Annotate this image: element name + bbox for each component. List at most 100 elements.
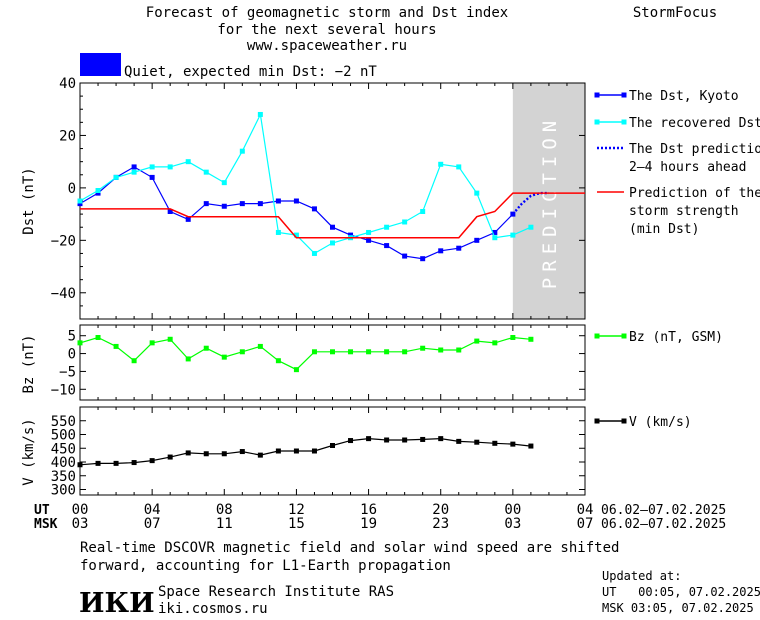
title-line-1: Forecast of geomagnetic storm and Dst in… (146, 5, 508, 21)
ut-tick-label: 16 (360, 502, 377, 518)
v-data-point (528, 443, 534, 449)
dst-data-point (185, 159, 191, 165)
v-data-point (95, 460, 101, 466)
dst-data-point (492, 229, 498, 235)
ut-axis-label: UT (34, 503, 50, 518)
dst-data-point (293, 232, 299, 238)
bz-data-point (402, 349, 408, 355)
updated-msk: MSK 03:05, 07.02.2025 (602, 601, 754, 615)
legend-marker (594, 333, 600, 339)
bz-data-point (167, 336, 173, 342)
v-ytick-label: 500 (51, 428, 76, 444)
dst-data-point (203, 169, 209, 175)
dst-data-point (221, 180, 227, 186)
dst-data-point (366, 229, 372, 235)
dst-plot-frame (79, 82, 586, 320)
v-ytick-label: 550 (51, 414, 76, 430)
v-data-point (167, 454, 173, 460)
ut-tick-label: 04 (144, 502, 161, 518)
dst-data-point (131, 169, 137, 175)
legend-entry: The Dst prediction 2–4 hours ahead (597, 142, 760, 175)
v-data-point (492, 440, 498, 446)
bz-data-point (366, 349, 372, 355)
institute-site: iki.cosmos.ru (158, 601, 268, 617)
dst-data-point (402, 253, 408, 259)
msk-tick-label: 07 (577, 516, 594, 532)
bz-data-point (257, 343, 263, 349)
bz-data-point (77, 340, 83, 346)
bz-series-line (79, 336, 531, 371)
dst-data-point (474, 190, 480, 196)
dst-data-point (366, 237, 372, 243)
dst-data-point (95, 188, 101, 194)
dst-data-point (330, 240, 335, 246)
status-swatch (80, 53, 121, 76)
legend-label: The Dst, Kyoto (629, 89, 739, 104)
dst-y-axis-label: Dst (nT) (21, 167, 37, 234)
updated-label: Updated at: (602, 569, 681, 583)
ut-tick-label: 12 (288, 502, 305, 518)
institute-name: Space Research Institute RAS (158, 584, 394, 600)
dst-series-line (80, 192, 585, 239)
brand-label: StormFocus (633, 5, 717, 21)
dst-data-point (149, 174, 155, 180)
dst-data-point (131, 164, 137, 170)
dst-data-point (510, 232, 516, 238)
v-data-point (474, 439, 480, 445)
dst-data-point (420, 256, 426, 262)
bz-ytick-label: −5 (59, 364, 76, 380)
legend-label: The Dst prediction (629, 142, 760, 157)
dst-data-point (257, 111, 263, 117)
msk-tick-label: 15 (288, 516, 305, 532)
footer-note-line-2: forward, accounting for L1-Earth propaga… (80, 558, 451, 574)
v-data-point (311, 448, 317, 454)
prediction-label: PREDICTION (539, 115, 561, 289)
bz-data-point (113, 343, 119, 349)
v-data-point (402, 437, 408, 443)
bz-data-point (203, 345, 209, 351)
legend-marker (594, 418, 600, 424)
dst-data-point (239, 201, 245, 207)
status-label: Quiet, expected min Dst: −2 nT (124, 64, 377, 80)
dst-data-point (113, 174, 119, 180)
updated-ut: UT 00:05, 07.02.2025 (602, 585, 760, 599)
bz-data-point (456, 347, 462, 353)
dst-data-point (257, 201, 263, 207)
bz-panel: −10 −50 5 Bz (nT) (21, 324, 586, 401)
bz-data-point (221, 354, 227, 360)
dst-ytick-label: −20 (51, 233, 76, 249)
dst-data-point (456, 245, 462, 251)
ut-tick-label: 00 (72, 502, 89, 518)
dst-data-point (185, 216, 191, 222)
bz-plot-frame (79, 324, 586, 401)
v-data-point (510, 441, 516, 447)
dst-series-line (79, 166, 514, 260)
legend-label: Bz (nT, GSM) (629, 330, 723, 345)
dst-data-point (384, 224, 390, 230)
v-data-point (149, 458, 155, 464)
ut-tick-label: 04 (577, 502, 594, 518)
dst-data-point (95, 190, 101, 196)
dst-data-point (474, 237, 480, 243)
dst-data-point (330, 224, 335, 230)
legend-label: V (km/s) (629, 415, 692, 430)
v-data-point (221, 451, 227, 457)
v-ytick-label: 350 (51, 469, 76, 485)
msk-date-range: 06.02–07.02.2025 (601, 517, 726, 532)
dst-data-point (275, 229, 281, 235)
dst-series-line (79, 112, 532, 255)
legend-entry: Prediction of the storm strength (min Dst) (597, 186, 760, 237)
dst-data-point (275, 198, 281, 204)
bz-data-point (311, 349, 317, 355)
dst-ytick-label: 0 (68, 181, 76, 197)
ut-date-range: 06.02–07.02.2025 (601, 503, 726, 518)
bz-data-point (420, 345, 426, 351)
v-data-point (185, 450, 191, 456)
bz-data-point (275, 358, 281, 364)
dst-ytick-label: 20 (59, 128, 76, 144)
dst-ytick-label: 40 (59, 76, 76, 92)
v-series-line (79, 437, 531, 466)
footer-note-line-1: Real-time DSCOVR magnetic field and sola… (80, 540, 619, 556)
v-data-point (203, 451, 209, 457)
v-data-point (348, 438, 354, 444)
